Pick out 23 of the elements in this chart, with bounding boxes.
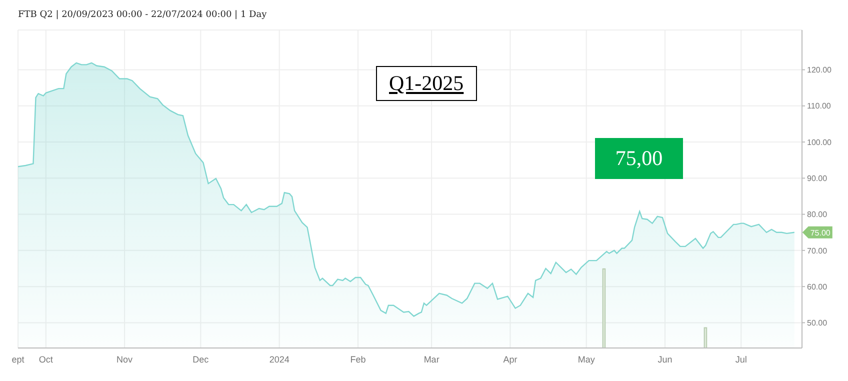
y-tick-label: 110.00	[807, 102, 832, 111]
x-tick-label: Nov	[116, 354, 134, 364]
y-tick-label: 100.00	[807, 138, 832, 147]
x-tick-label: Mar	[424, 354, 440, 364]
y-tick-label: 90.00	[807, 174, 828, 183]
x-tick-label: 2024	[269, 354, 290, 364]
x-tick-label: Feb	[350, 354, 366, 364]
y-tick-label: 120.00	[807, 66, 832, 75]
y-tick-label: 80.00	[807, 210, 828, 220]
chart-title: FTB Q2 | 20/09/2023 00:00 - 22/07/2024 00:00 | 1 Day	[18, 10, 267, 20]
x-tick-label: Oct	[38, 354, 54, 364]
x-tick-label: Apr	[503, 354, 518, 364]
annotation: Q1-2025	[376, 66, 477, 101]
y-tick-label: 70.00	[807, 246, 828, 256]
x-tick-label: ept	[12, 354, 25, 364]
x-tick-label: May	[578, 354, 596, 364]
annotation: 75.00	[810, 228, 831, 238]
y-tick-label: 50.00	[807, 318, 828, 328]
y-tick-label: 60.00	[807, 282, 828, 292]
x-tick-label: Dec	[192, 354, 210, 364]
x-tick-label: Jun	[658, 354, 672, 364]
annotation: 75,00	[595, 138, 683, 179]
x-tick-label: Jul	[735, 354, 747, 364]
